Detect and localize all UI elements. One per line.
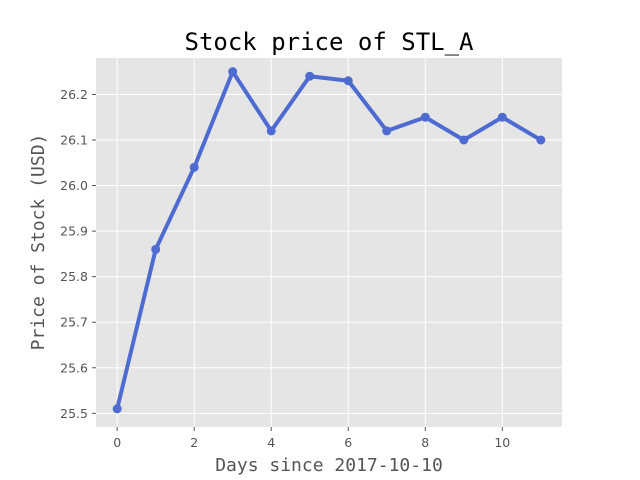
data-point	[536, 136, 545, 145]
y-axis: 25.5 25.6 25.7 25.8 25.9 26.0 26.1 26.2	[60, 87, 96, 421]
x-tick-label: 10	[494, 435, 510, 450]
x-tick-label: 0	[113, 435, 121, 450]
y-tick-label: 25.6	[60, 360, 88, 375]
y-tick-label: 26.2	[60, 87, 88, 102]
data-point	[421, 113, 430, 122]
data-point	[190, 163, 199, 172]
data-point	[305, 72, 314, 81]
data-point	[459, 136, 468, 145]
y-tick-label: 25.8	[60, 269, 88, 284]
x-tick-label: 6	[344, 435, 352, 450]
data-point	[382, 126, 391, 135]
x-axis-label: Days since 2017-10-10	[215, 455, 443, 476]
y-axis-label: Price of Stock (USD)	[28, 134, 49, 351]
y-tick-label: 25.5	[60, 406, 88, 421]
y-tick-label: 26.0	[60, 178, 88, 193]
x-tick-label: 2	[190, 435, 198, 450]
x-tick-label: 8	[421, 435, 429, 450]
y-tick-label: 25.9	[60, 224, 88, 239]
y-tick-label: 25.7	[60, 315, 88, 330]
data-point	[228, 67, 237, 76]
data-point	[344, 76, 353, 85]
data-point	[498, 113, 507, 122]
data-point	[151, 245, 160, 254]
data-point	[113, 404, 122, 413]
chart-title: Stock price of STL_A	[185, 28, 475, 56]
x-axis: 0 2 4 6 8 10	[113, 427, 510, 450]
y-tick-label: 26.1	[60, 133, 88, 148]
data-point	[267, 126, 276, 135]
x-tick-label: 4	[267, 435, 275, 450]
plot-area	[96, 58, 562, 427]
